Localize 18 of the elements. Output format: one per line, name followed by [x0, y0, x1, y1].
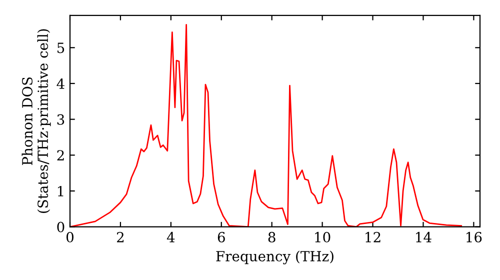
- x-tick-label: 14: [416, 232, 432, 242]
- line-series: [70, 24, 462, 227]
- y-tick-label: 5: [57, 42, 64, 54]
- x-tick-label: 6: [218, 232, 225, 242]
- x-tick-label: 8: [268, 232, 276, 242]
- x-axis-title: Frequency (THz): [216, 250, 334, 264]
- y-tick-label: 2: [57, 150, 64, 160]
- y-tick-label: 1: [58, 186, 64, 196]
- x-tick-label: 0: [66, 232, 74, 242]
- x-tick-label: 4: [166, 232, 175, 242]
- x-tick-label: 12: [366, 232, 380, 242]
- y-tick-label: 0: [57, 222, 64, 232]
- y-tick-label: 4: [56, 78, 64, 89]
- x-tick-label: 16: [466, 232, 482, 242]
- y-axis-title: Phonon DOS (States/THz·primitive cell): [22, 29, 51, 213]
- y-tick-label: 3: [57, 114, 64, 125]
- x-tick-label: 10: [315, 232, 330, 242]
- x-tick-label: 2: [116, 232, 124, 242]
